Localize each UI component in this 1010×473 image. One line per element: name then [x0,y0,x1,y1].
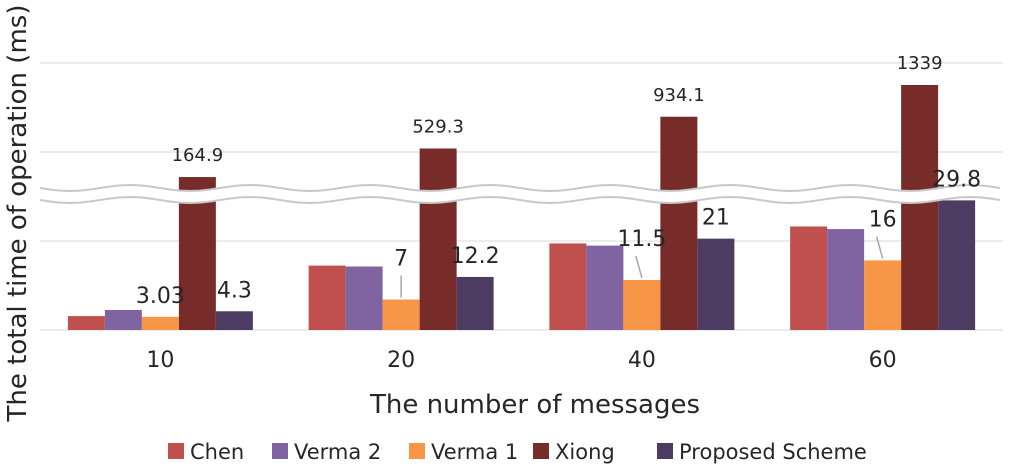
data-label: 12.2 [451,244,500,269]
bar-chen-60 [790,226,828,330]
legend: Chen Verma 2 Verma 1 Xiong Proposed Scheme [168,440,867,464]
legend-label: Verma 2 [294,440,381,464]
axis-break-band [39,184,1001,204]
x-tick-label: 60 [869,348,897,373]
axis-break-edge [39,195,1001,205]
bar-proposed-scheme-10 [215,311,253,330]
data-label: 934.1 [653,85,705,106]
legend-swatch [657,443,673,459]
axis-break-edge [39,183,1001,193]
legend-label: Verma 1 [431,440,518,464]
bar-verma-2-10 [104,309,142,330]
bar-proposed-scheme-40 [697,238,735,330]
bar-chen-40 [549,243,587,330]
bar-verma-2-20 [345,266,383,330]
leader-line [635,255,643,279]
bar-proposed-scheme-20 [456,276,494,330]
bar-verma-1-40 [623,279,661,330]
legend-label: Chen [190,440,244,464]
y-axis-title: The total time of operation (ms) [3,5,33,423]
bar-proposed-scheme-60 [938,200,976,330]
bar-chen-10 [67,316,105,330]
data-label: 1339 [897,53,943,74]
bar-verma-2-40 [586,245,624,330]
data-label: 7 [394,247,408,272]
x-axis-title: The number of messages [369,390,700,420]
bar-verma-1-20 [382,299,420,330]
data-label: 16 [869,207,897,232]
data-label: 21 [702,206,730,231]
x-tick-label: 10 [146,348,174,373]
x-tick-labels: 10 20 40 60 [146,348,896,373]
data-label: 529.3 [412,116,464,137]
bar-verma-2-60 [827,229,865,330]
bar-xiong-40 [660,116,698,330]
data-label: 3.03 [136,284,185,309]
legend-label: Xiong [555,440,615,464]
bar-chen-20 [308,265,346,330]
data-label: 4.3 [217,278,252,303]
data-label: 29.8 [932,167,981,192]
bar-verma-1-60 [864,260,902,330]
x-tick-label: 40 [628,348,656,373]
leader-line [875,236,884,259]
axis-break [39,183,1001,205]
legend-swatch [533,443,549,459]
legend-swatch [272,443,288,459]
bar-verma-1-10 [141,316,179,330]
data-label: 11.5 [617,227,666,252]
legend-swatch [168,443,184,459]
bars [67,85,976,330]
legend-label: Proposed Scheme [679,440,867,464]
data-labels: 3.03 164.9 4.3 7 529.3 12.2 11.5 934.1 21 16 1339 2… [136,53,981,309]
bar-xiong-60 [901,85,939,330]
bar-xiong-20 [419,148,457,330]
data-label: 164.9 [172,145,224,166]
x-tick-label: 20 [387,348,415,373]
legend-swatch [409,443,425,459]
